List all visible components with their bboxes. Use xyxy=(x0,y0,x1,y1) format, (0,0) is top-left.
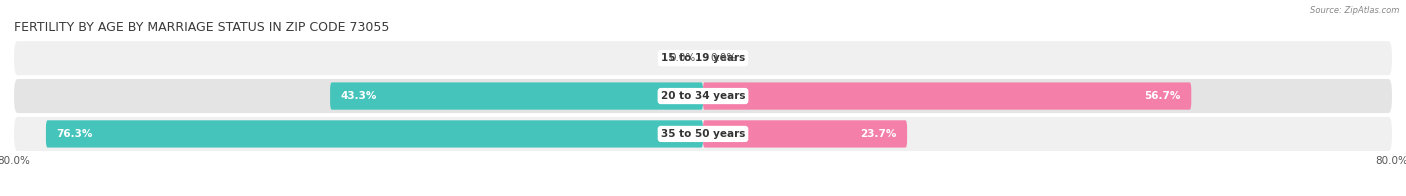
Text: 0.0%: 0.0% xyxy=(710,53,737,63)
Text: 20 to 34 years: 20 to 34 years xyxy=(661,91,745,101)
Text: 43.3%: 43.3% xyxy=(340,91,377,101)
Text: 23.7%: 23.7% xyxy=(860,129,897,139)
FancyBboxPatch shape xyxy=(14,41,1392,75)
Text: FERTILITY BY AGE BY MARRIAGE STATUS IN ZIP CODE 73055: FERTILITY BY AGE BY MARRIAGE STATUS IN Z… xyxy=(14,21,389,34)
Text: Source: ZipAtlas.com: Source: ZipAtlas.com xyxy=(1309,6,1399,15)
Text: 35 to 50 years: 35 to 50 years xyxy=(661,129,745,139)
Text: 76.3%: 76.3% xyxy=(56,129,93,139)
FancyBboxPatch shape xyxy=(703,120,907,148)
FancyBboxPatch shape xyxy=(14,79,1392,113)
FancyBboxPatch shape xyxy=(46,120,703,148)
FancyBboxPatch shape xyxy=(14,117,1392,151)
Text: 56.7%: 56.7% xyxy=(1144,91,1181,101)
Text: 0.0%: 0.0% xyxy=(669,53,696,63)
Text: 15 to 19 years: 15 to 19 years xyxy=(661,53,745,63)
FancyBboxPatch shape xyxy=(703,82,1191,110)
FancyBboxPatch shape xyxy=(330,82,703,110)
